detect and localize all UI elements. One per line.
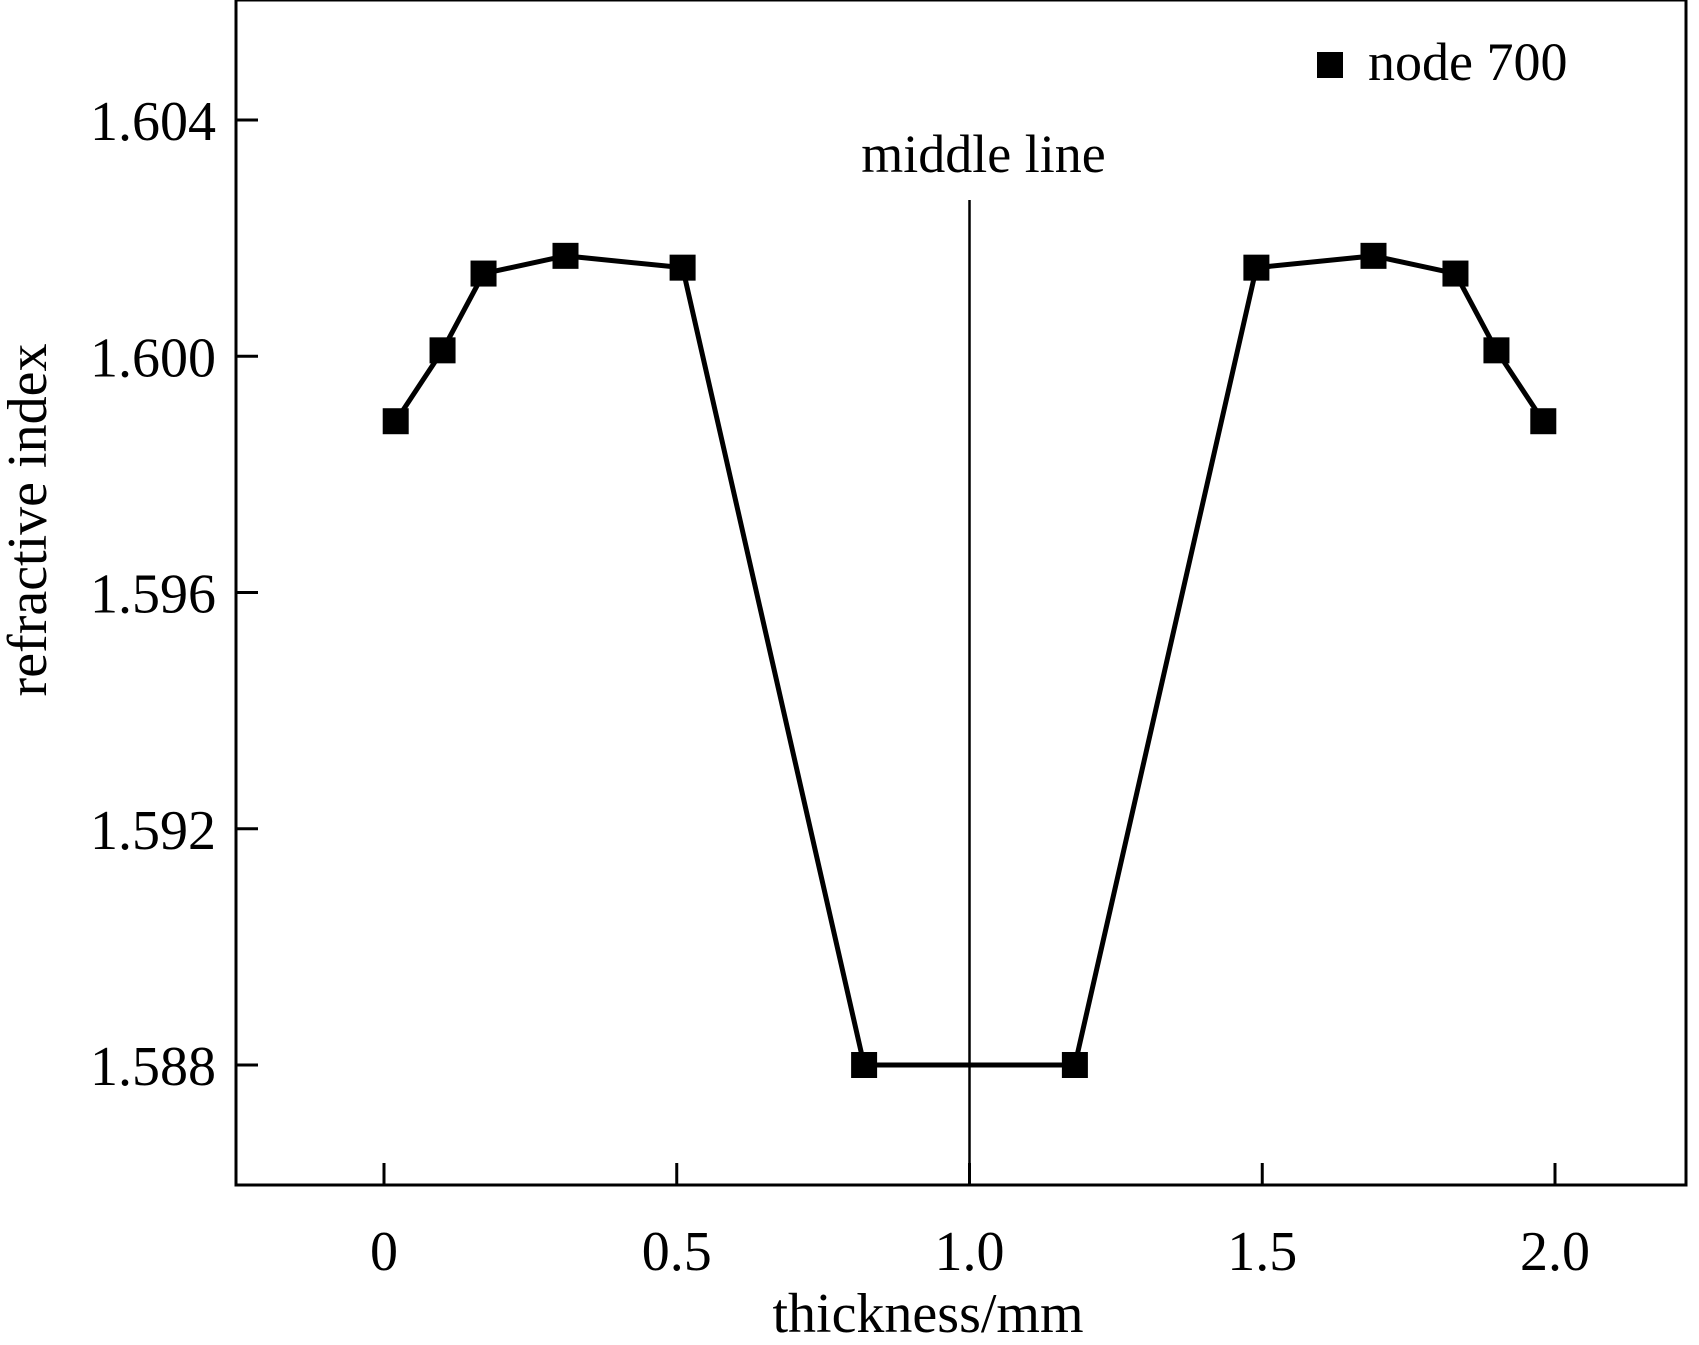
x-tick-label: 0	[370, 1221, 398, 1283]
data-point-marker	[1530, 408, 1557, 435]
legend-label: node 700	[1368, 32, 1567, 92]
data-point-marker	[669, 254, 696, 281]
data-point-marker	[1360, 242, 1387, 269]
x-axis-ticks: 0 0.5 1.0 1.5 2.0	[370, 1163, 1590, 1283]
data-point-marker	[1442, 260, 1469, 287]
data-point-marker	[1061, 1052, 1088, 1078]
y-axis-ticks: 1.588 1.592 1.596 1.600 1.604	[90, 91, 258, 1098]
x-tick-label: 2.0	[1520, 1221, 1590, 1283]
data-point-marker	[470, 260, 497, 287]
x-tick-label: 1.5	[1227, 1221, 1297, 1283]
data-point-marker	[382, 408, 409, 435]
series-markers	[382, 242, 1557, 1078]
legend-marker	[1317, 52, 1343, 78]
y-axis-title: refractive index	[0, 344, 59, 697]
data-point-marker	[552, 242, 579, 269]
legend: node 700	[1317, 32, 1567, 92]
y-tick-label: 1.600	[90, 327, 216, 389]
x-tick-label: 0.5	[642, 1221, 712, 1283]
data-point-marker	[429, 337, 456, 364]
middle-line-label: middle line	[861, 124, 1105, 184]
x-axis-title: thickness/mm	[772, 1283, 1083, 1345]
data-point-marker	[851, 1052, 878, 1078]
y-tick-label: 1.596	[90, 564, 216, 626]
data-point-marker	[1243, 254, 1270, 281]
x-tick-label: 1.0	[935, 1221, 1005, 1283]
y-tick-label: 1.588	[90, 1036, 216, 1098]
data-point-marker	[1483, 337, 1510, 364]
y-tick-label: 1.604	[90, 91, 216, 153]
y-tick-label: 1.592	[90, 800, 216, 862]
